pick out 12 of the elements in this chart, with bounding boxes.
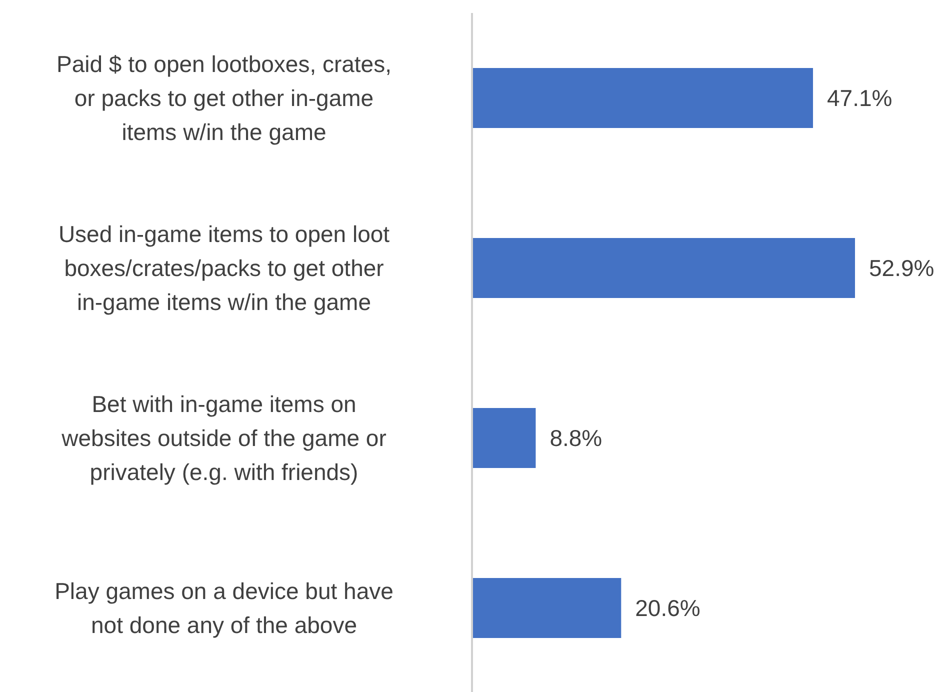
data-label: 52.9% bbox=[869, 255, 934, 282]
y-tick-label: Paid $ to open lootboxes, crates, or packs to get other in-game items w/in the game bbox=[56, 51, 392, 146]
bar bbox=[472, 408, 536, 468]
y-tick-label: Used in-game items to open loot boxes/crates/packs to get other in-game items w/in the game bbox=[58, 221, 390, 316]
y-tick-label: Play games on a device but have not done any of the above bbox=[54, 578, 394, 638]
data-label: 47.1% bbox=[827, 85, 892, 112]
data-label: 20.6% bbox=[635, 595, 700, 622]
data-label: 8.8% bbox=[550, 425, 602, 452]
bar bbox=[472, 578, 622, 638]
y-tick-label: Bet with in-game items on websites outside of the game or privately (e.g. with friends) bbox=[60, 391, 387, 486]
bar bbox=[472, 68, 814, 128]
bar bbox=[472, 238, 855, 298]
